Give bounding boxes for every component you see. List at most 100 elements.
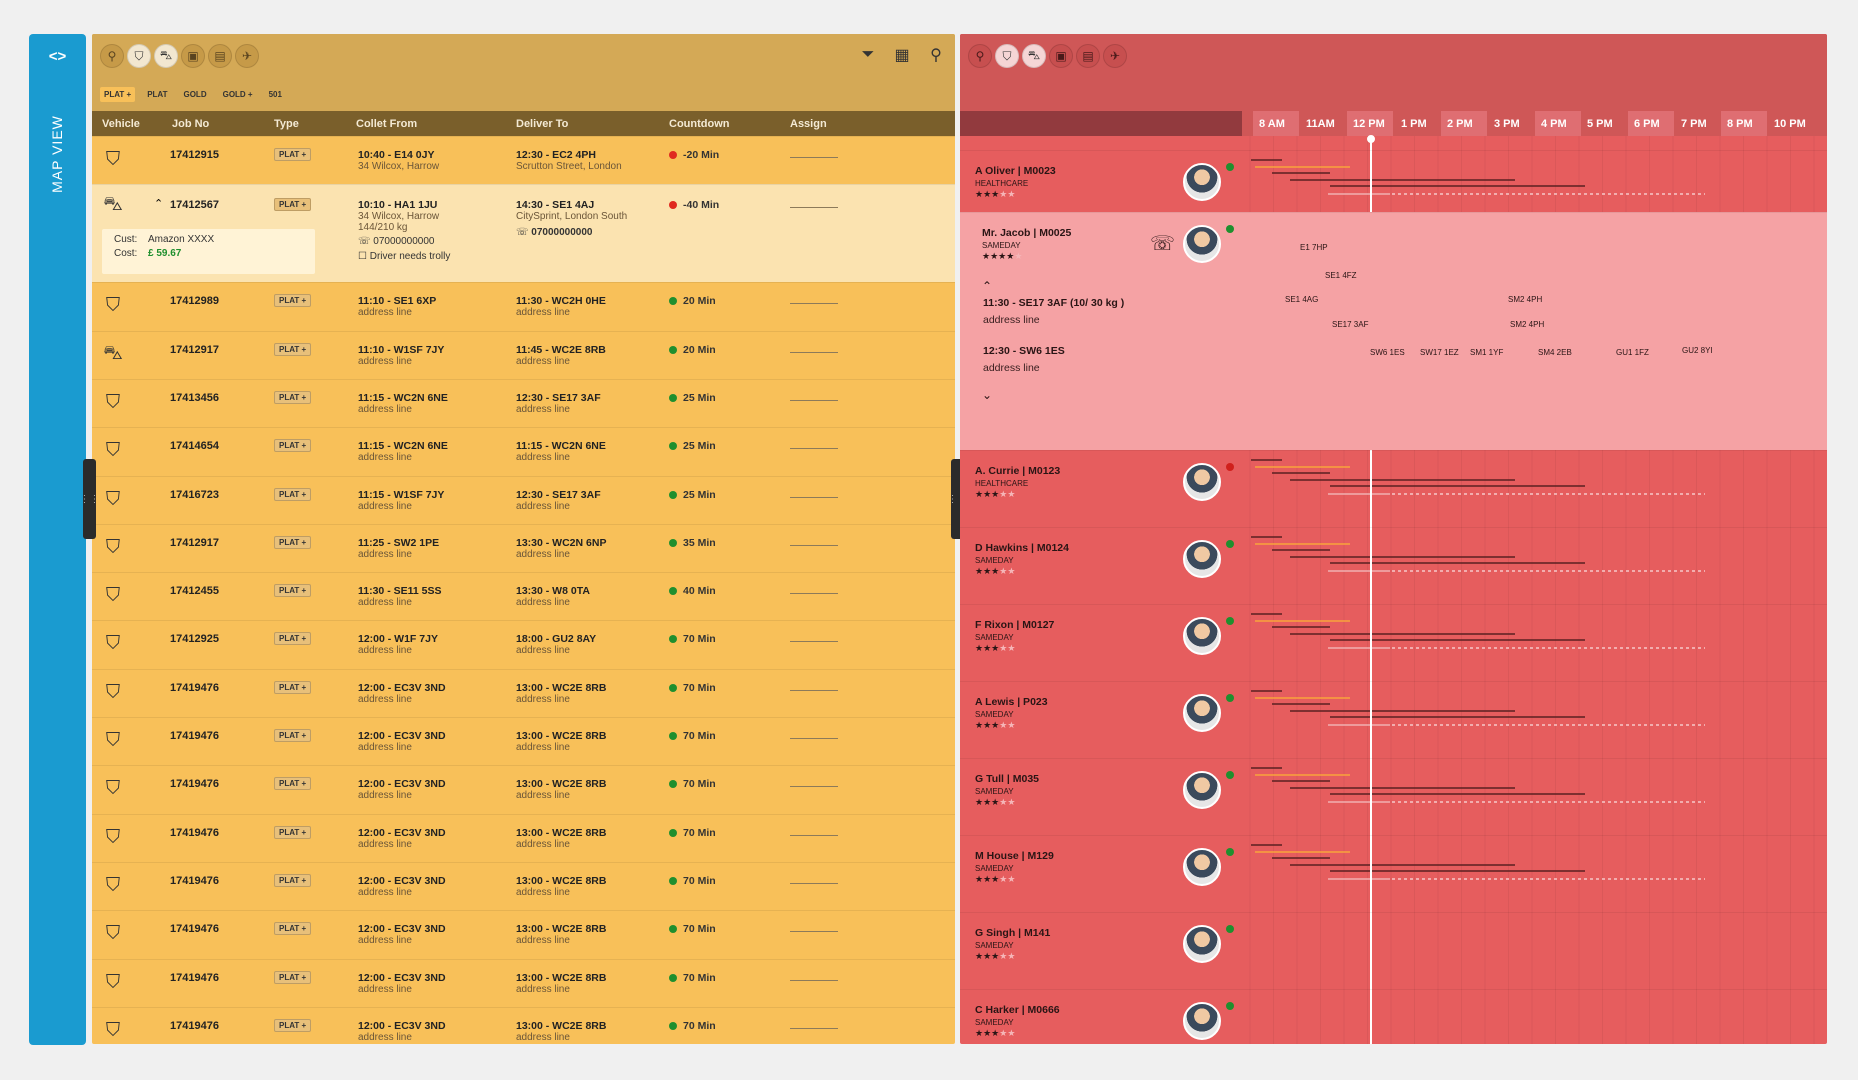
col-collect[interactable]: Collet From [356, 118, 418, 130]
col-deliver[interactable]: Deliver To [516, 118, 569, 130]
job-row[interactable]: ⛉ 17419476 PLAT +12:00 - EC3V 3ND address l… [92, 861, 955, 910]
job-row[interactable]: ⛉ 17412917 PLAT +11:25 - SW2 1PE address li… [92, 523, 955, 572]
job-number[interactable]: 17419476 [170, 730, 219, 742]
job-number[interactable]: 17419476 [170, 681, 219, 694]
job-number[interactable]: 17412455 [170, 585, 219, 598]
driver-avatar[interactable] [1183, 771, 1221, 809]
driver-name[interactable]: A Lewis | P023 [975, 696, 1048, 708]
job-number[interactable]: 17412917 [170, 343, 219, 356]
assign-slot[interactable] [790, 351, 838, 353]
motorbike-icon[interactable]: ⛉ [127, 44, 151, 68]
job-number[interactable]: 17419476 [170, 874, 219, 887]
driver-row[interactable]: Mr. Jacob | M0025 SAMEDAY ★★★★★ ☏ ⌃ 11:30 - S… [960, 212, 1827, 450]
driver-avatar[interactable] [1183, 163, 1221, 201]
job-number[interactable]: 17412989 [170, 295, 219, 308]
assign-slot[interactable] [790, 303, 838, 305]
filter-tab[interactable]: PLAT + [100, 87, 136, 102]
filter-tab[interactable]: GOLD + [222, 90, 253, 99]
assign-slot[interactable] [790, 544, 838, 546]
assign-slot[interactable] [790, 786, 838, 788]
col-job-no[interactable]: Job No [172, 118, 210, 130]
driver-row[interactable]: D Hawkins | M0124 SAMEDAY ★★★★★ [960, 527, 1827, 604]
driver-name[interactable]: G Tull | M035 [975, 773, 1040, 785]
assign-slot[interactable] [790, 689, 838, 691]
truck-icon[interactable]: ▤ [1076, 44, 1100, 68]
driver-row[interactable]: C Harker | M0666 SAMEDAY ★★★★★ [960, 989, 1827, 1044]
job-row[interactable]: ⛉ 17414654 PLAT +11:15 - WC2N 6NE address l… [92, 427, 955, 475]
van-icon[interactable]: ▣ [181, 44, 205, 68]
assign-slot[interactable] [790, 979, 838, 981]
call-driver-icon[interactable]: ☏ [1150, 233, 1176, 255]
search-icon[interactable]: ⚲ [930, 47, 942, 64]
plane-icon[interactable]: ✈ [235, 44, 259, 68]
expand-chevron-icon[interactable]: ⌄ [982, 388, 993, 402]
assign-slot[interactable] [790, 641, 838, 643]
assign-slot[interactable] [790, 448, 838, 450]
filter-tab[interactable]: PLAT [147, 90, 168, 99]
bicycle-icon[interactable]: ⚲ [968, 44, 992, 68]
job-number[interactable]: 17419476 [170, 1019, 219, 1032]
driver-row[interactable]: M House | M129 SAMEDAY ★★★★★ [960, 835, 1827, 912]
map-view-sidebar[interactable]: <> MAP VIEW [29, 34, 86, 1045]
job-row[interactable]: ⛉ 17412925 PLAT +12:00 - W1F 7JY address li… [92, 620, 955, 668]
driver-name[interactable]: C Harker | M0666 [975, 1004, 1060, 1016]
collapse-chevron-icon[interactable]: ⌃ [154, 198, 164, 211]
filter-icon[interactable]: ⏷ [861, 46, 875, 63]
job-number[interactable]: 17412917 [170, 536, 219, 549]
job-number[interactable]: 17412915 [170, 149, 219, 161]
job-number[interactable]: 17412567 [170, 199, 219, 212]
collapse-chevron-icon[interactable]: ⌃ [982, 279, 993, 293]
driver-row[interactable]: A Lewis | P023 SAMEDAY ★★★★★ [960, 681, 1827, 758]
col-assign[interactable]: Assign [790, 118, 827, 130]
col-vehicle[interactable]: Vehicle [102, 118, 140, 130]
driver-avatar[interactable] [1183, 617, 1221, 655]
car-icon[interactable]: ⛍ [1022, 44, 1046, 68]
driver-name[interactable]: F Rixon | M0127 [975, 619, 1055, 631]
motorbike-icon[interactable]: ⛉ [995, 44, 1019, 68]
job-row[interactable]: ⛉ 17419476 PLAT +12:00 - EC3V 3ND address l… [92, 668, 955, 717]
assign-slot[interactable] [790, 1027, 838, 1029]
driver-row[interactable]: A. Currie | M0123 HEALTHCARE ★★★★★ [960, 450, 1827, 527]
col-countdown[interactable]: Countdown [669, 118, 730, 130]
driver-row[interactable]: G Tull | M035 SAMEDAY ★★★★★ [960, 758, 1827, 835]
driver-avatar[interactable] [1183, 463, 1221, 501]
job-number[interactable]: 17419476 [170, 778, 219, 791]
driver-name[interactable]: G Singh | M141 [975, 927, 1051, 939]
plane-icon[interactable]: ✈ [1103, 44, 1127, 68]
driver-name[interactable]: D Hawkins | M0124 [975, 542, 1069, 554]
driver-row[interactable]: A Oliver | M0023 HEALTHCARE ★★★★★ [960, 150, 1827, 212]
job-number[interactable]: 17412925 [170, 633, 219, 646]
assign-slot[interactable] [790, 931, 838, 933]
driver-avatar[interactable] [1183, 694, 1221, 732]
driver-avatar[interactable] [1183, 225, 1221, 263]
job-number[interactable]: 17419476 [170, 923, 219, 936]
driver-avatar[interactable] [1183, 925, 1221, 963]
bicycle-icon[interactable]: ⚲ [100, 44, 124, 68]
assign-slot[interactable] [790, 496, 838, 498]
assign-slot[interactable] [790, 593, 838, 595]
job-number[interactable]: 17419476 [170, 971, 219, 984]
job-row[interactable]: ⛉ 17419476 PLAT +12:00 - EC3V 3ND address l… [92, 1006, 955, 1044]
assign-slot[interactable] [790, 207, 838, 209]
filter-tab[interactable]: 501 [268, 90, 282, 99]
driver-row[interactable]: F Rixon | M0127 SAMEDAY ★★★★★ [960, 604, 1827, 681]
deliver-phone[interactable]: ☏ 07000000000 [516, 227, 627, 238]
car-icon[interactable]: ⛍ [154, 44, 178, 68]
assign-slot[interactable] [790, 882, 838, 884]
expand-map-toggle[interactable]: <> [48, 48, 67, 65]
collect-phone[interactable]: ☏ 07000000000 [358, 236, 450, 247]
job-row[interactable]: ⛍ ⌃ 17412567 PLAT + 10:10 - HA1 1JU 34 Wilcox… [92, 184, 955, 283]
job-row[interactable]: ⛉ 17419476 PLAT +12:00 - EC3V 3ND address l… [92, 958, 955, 1007]
job-row[interactable]: ⛉ 17412989 PLAT +11:10 - SE1 6XP address li… [92, 282, 955, 330]
job-row[interactable]: ⛉ 17419476 PLAT +12:00 - EC3V 3ND address l… [92, 813, 955, 862]
job-number[interactable]: 17413456 [170, 391, 219, 404]
filter-tab[interactable]: GOLD [183, 90, 207, 99]
job-number[interactable]: 17416723 [170, 488, 219, 501]
calendar-icon[interactable]: ▦ [894, 47, 910, 64]
assign-slot[interactable] [790, 738, 838, 739]
col-type[interactable]: Type [274, 118, 299, 130]
assign-slot[interactable] [790, 399, 838, 401]
job-row[interactable]: ⛉ 17412915 PLAT + 10:40 - E14 0JY 34 Wilcox,… [92, 136, 955, 184]
driver-row[interactable]: G Singh | M141 SAMEDAY ★★★★★ [960, 912, 1827, 989]
job-row[interactable]: ⛉ 17419476 PLAT +12:00 - EC3V 3ND address l… [92, 765, 955, 813]
